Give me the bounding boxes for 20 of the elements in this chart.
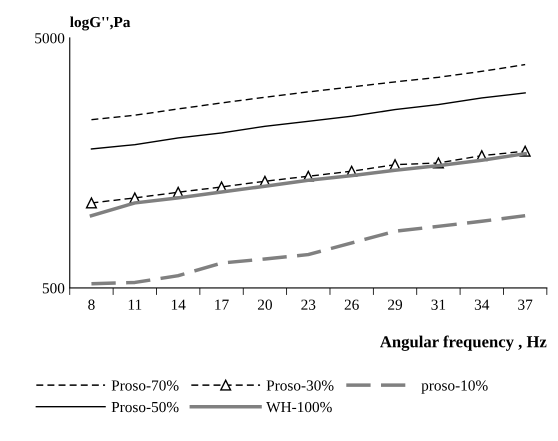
x-tick-label: 14 — [172, 300, 186, 310]
x-tick-label: 34 — [474, 300, 490, 310]
legend-label: proso-10% — [421, 380, 488, 394]
x-tick-label: 17 — [215, 300, 229, 310]
x-tick-label: 37 — [518, 300, 532, 310]
x-tick-label: 29 — [388, 300, 402, 310]
x-axis-title: Angular frequency , Hz — [380, 335, 546, 351]
y-axis-title: logG'',Pa — [70, 16, 130, 30]
x-tick-label: 26 — [344, 300, 359, 310]
x-tick-label: 8 — [88, 300, 95, 310]
x-tick-label: 11 — [128, 300, 142, 310]
legend-label: WH-100% — [266, 402, 332, 412]
y-tick-label: 5000 — [35, 33, 64, 44]
x-tick-label: 23 — [301, 300, 316, 310]
legend-label: Proso-70% — [112, 380, 179, 391]
x-tick-label: 31 — [432, 300, 446, 310]
y-tick-label: 500 — [42, 283, 64, 294]
legend-label: Proso-50% — [112, 402, 179, 412]
legend-label: Proso-30% — [266, 380, 334, 391]
x-tick-label: 20 — [258, 300, 272, 310]
